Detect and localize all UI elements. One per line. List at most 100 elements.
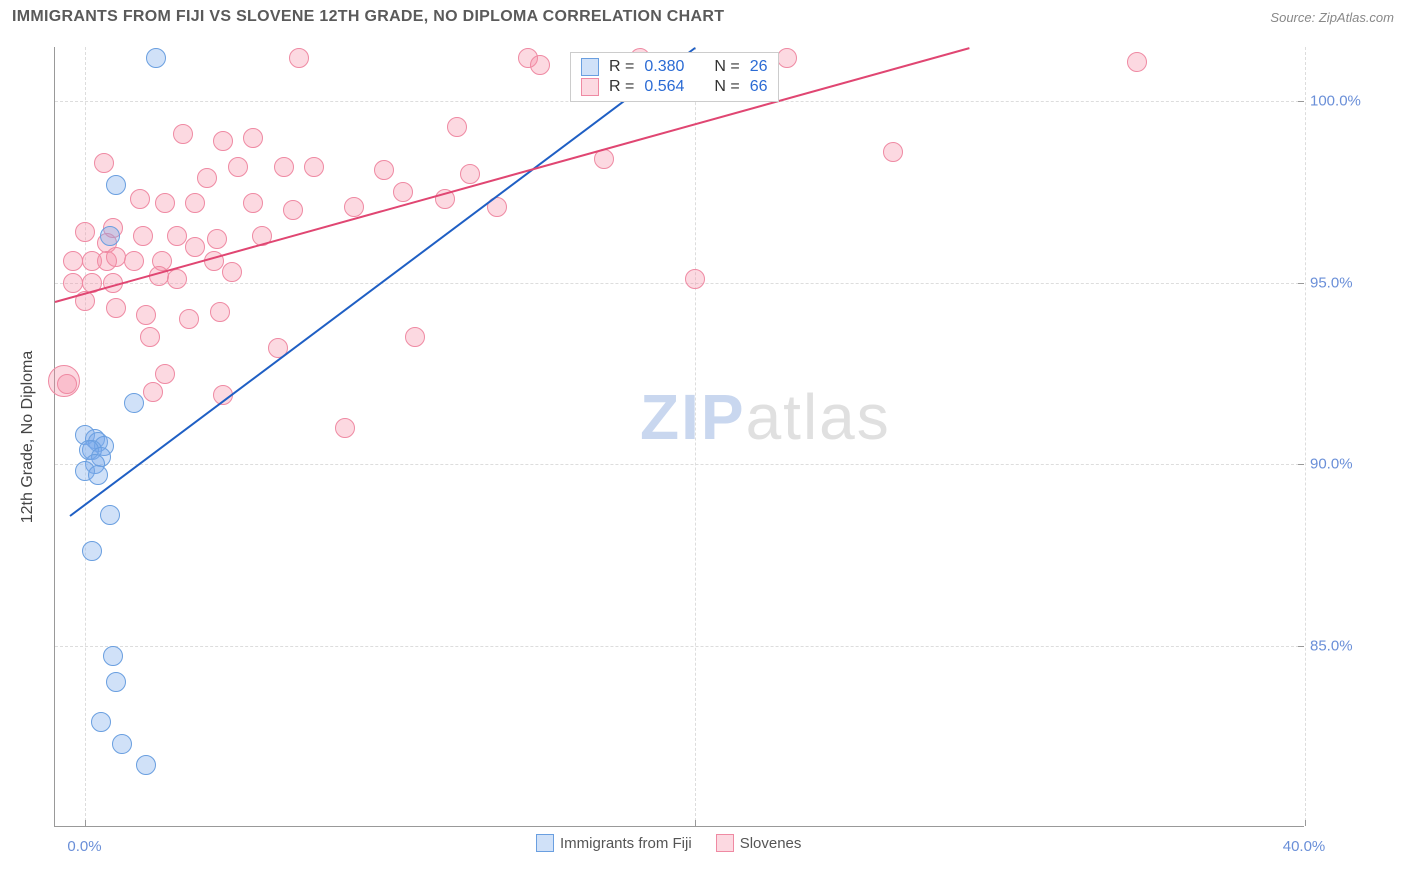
scatter-point [155, 364, 175, 384]
scatter-point [374, 160, 394, 180]
scatter-point [103, 646, 123, 666]
scatter-point [344, 197, 364, 217]
scatter-point [460, 164, 480, 184]
source-attribution: Source: ZipAtlas.com [1270, 10, 1394, 25]
y-tick-mark [1298, 283, 1304, 284]
scatter-point [57, 374, 77, 394]
scatter-point [106, 298, 126, 318]
scatter-point [243, 193, 263, 213]
scatter-point [143, 382, 163, 402]
scatter-point [133, 226, 153, 246]
y-tick-label: 85.0% [1310, 637, 1353, 654]
scatter-point [94, 153, 114, 173]
series-legend-item: Slovenes [716, 834, 802, 852]
y-tick-mark [1298, 101, 1304, 102]
y-tick-label: 90.0% [1310, 456, 1353, 473]
legend-n-value: 26 [750, 58, 768, 76]
gridline-horizontal [55, 464, 1304, 465]
scatter-point [63, 251, 83, 271]
scatter-point [335, 418, 355, 438]
scatter-point [883, 142, 903, 162]
scatter-point [100, 505, 120, 525]
scatter-point [106, 247, 126, 267]
correlation-legend: R =0.380N =26R =0.564N =66 [570, 52, 779, 102]
scatter-point [140, 327, 160, 347]
scatter-point [393, 182, 413, 202]
chart-title: IMMIGRANTS FROM FIJI VS SLOVENE 12TH GRA… [12, 8, 724, 26]
gridline-vertical [1305, 47, 1306, 826]
scatter-point [100, 226, 120, 246]
scatter-point [777, 48, 797, 68]
legend-n-value: 66 [750, 78, 768, 96]
scatter-point [136, 755, 156, 775]
gridline-horizontal [55, 646, 1304, 647]
scatter-point [210, 302, 230, 322]
scatter-point [91, 712, 111, 732]
scatter-point [82, 541, 102, 561]
legend-swatch [581, 58, 599, 76]
scatter-point [243, 128, 263, 148]
legend-r-label: R = [609, 78, 634, 96]
series-legend-item: Immigrants from Fiji [536, 834, 692, 852]
scatter-point [304, 157, 324, 177]
source-label: Source: [1270, 10, 1315, 25]
scatter-point [63, 273, 83, 293]
scatter-point [289, 48, 309, 68]
legend-n-label: N = [714, 58, 739, 76]
scatter-point [447, 117, 467, 137]
legend-swatch [716, 834, 734, 852]
scatter-point [274, 157, 294, 177]
x-tick-label: 40.0% [1283, 838, 1326, 855]
scatter-point [136, 305, 156, 325]
scatter-point [197, 168, 217, 188]
x-tick-mark [85, 820, 86, 826]
legend-row: R = 0.380 N = 26 [581, 57, 768, 77]
scatter-point [146, 48, 166, 68]
x-tick-label: 0.0% [67, 838, 101, 855]
scatter-point [185, 237, 205, 257]
x-tick-mark [1305, 820, 1306, 826]
legend-swatch [581, 78, 599, 96]
scatter-point [685, 269, 705, 289]
scatter-point [228, 157, 248, 177]
scatter-point [222, 262, 242, 282]
scatter-point [530, 55, 550, 75]
scatter-point [185, 193, 205, 213]
scatter-point [173, 124, 193, 144]
gridline-vertical [695, 47, 696, 826]
series-legend-label: Slovenes [740, 835, 802, 852]
legend-row: R =0.564N =66 [581, 77, 768, 97]
scatter-point [179, 309, 199, 329]
y-tick-label: 95.0% [1310, 274, 1353, 291]
scatter-point [167, 226, 187, 246]
series-legend-label: Immigrants from Fiji [560, 835, 692, 852]
scatter-plot-area [54, 47, 1304, 827]
gridline-horizontal [55, 283, 1304, 284]
legend-n-label: N = [714, 78, 739, 96]
scatter-point [155, 193, 175, 213]
scatter-point [112, 734, 132, 754]
scatter-point [124, 393, 144, 413]
scatter-point [207, 229, 227, 249]
series-legend: Immigrants from Fiji Slovenes [536, 834, 801, 852]
trend-line [55, 47, 970, 303]
legend-r-value: 0.380 [644, 58, 684, 76]
legend-r-label: R = [609, 58, 634, 76]
legend-swatch [536, 834, 554, 852]
scatter-point [106, 672, 126, 692]
scatter-point [124, 251, 144, 271]
scatter-point [75, 222, 95, 242]
scatter-point [1127, 52, 1147, 72]
scatter-point [213, 131, 233, 151]
y-tick-mark [1298, 464, 1304, 465]
y-axis-label: 12th Grade, No Diploma [19, 351, 37, 524]
x-tick-mark [695, 820, 696, 826]
chart-header: IMMIGRANTS FROM FIJI VS SLOVENE 12TH GRA… [12, 8, 1394, 26]
source-name: ZipAtlas.com [1319, 10, 1394, 25]
scatter-point [167, 269, 187, 289]
scatter-point [130, 189, 150, 209]
scatter-point [88, 465, 108, 485]
scatter-point [283, 200, 303, 220]
scatter-point [405, 327, 425, 347]
scatter-point [106, 175, 126, 195]
